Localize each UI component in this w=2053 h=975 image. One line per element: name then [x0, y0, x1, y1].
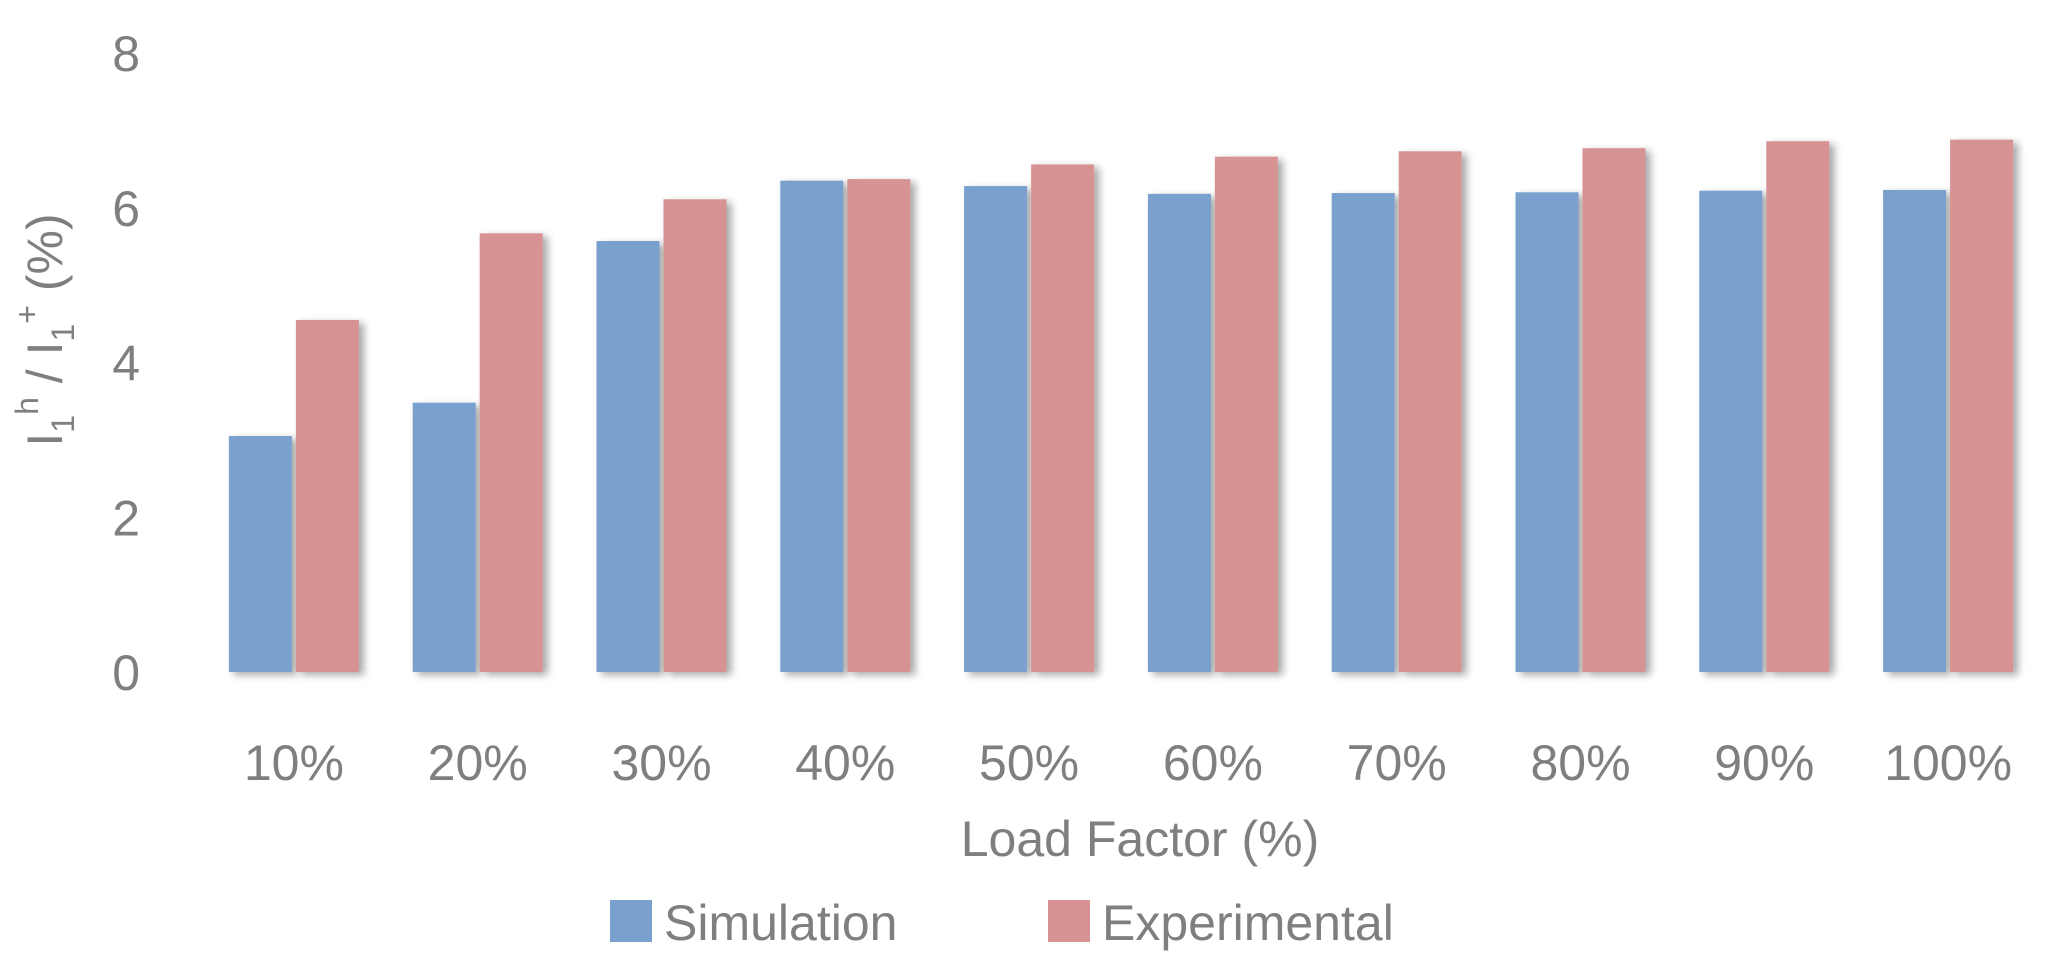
bar-experimental-10pct [295, 319, 359, 672]
bar-simulation-80pct [1515, 192, 1579, 672]
x-tick-label: 50% [979, 735, 1079, 791]
legend: Simulation Experimental [610, 895, 1394, 951]
bar-experimental-40pct [847, 179, 911, 672]
x-tick-label: 60% [1163, 735, 1263, 791]
legend-label-simulation: Simulation [664, 895, 897, 951]
x-tick-label: 80% [1530, 735, 1630, 791]
x-tick-label: 90% [1714, 735, 1814, 791]
x-axis-ticks: 10% 20% 30% 40% 50% 60% 70% 80% 90% 100% [244, 735, 2012, 791]
x-tick-label: 100% [1884, 735, 2012, 791]
bar-simulation-20pct [412, 402, 476, 672]
bar-simulation-60pct [1147, 193, 1211, 672]
bar-experimental-80pct [1582, 148, 1646, 672]
bar-experimental-100pct [1950, 139, 2014, 672]
x-tick-label: 70% [1347, 735, 1447, 791]
legend-swatch-experimental [1048, 900, 1090, 942]
x-tick-label: 10% [244, 735, 344, 791]
legend-item-simulation: Simulation [610, 895, 897, 951]
bar-experimental-50pct [1031, 164, 1095, 673]
bar-simulation-30pct [596, 241, 660, 673]
x-tick-label: 20% [428, 735, 528, 791]
bar-experimental-70pct [1398, 151, 1462, 673]
y-tick-label: 2 [112, 490, 140, 546]
y-axis-ticks: 0 2 4 6 8 [112, 26, 140, 701]
legend-item-experimental: Experimental [1048, 895, 1394, 951]
y-tick-label: 0 [112, 645, 140, 701]
y-tick-label: 6 [112, 181, 140, 237]
bar-simulation-10pct [228, 436, 292, 672]
bar-simulation-90pct [1699, 190, 1763, 673]
legend-swatch-simulation [610, 900, 652, 942]
bar-experimental-90pct [1766, 141, 1830, 672]
gridlines [202, 50, 2040, 675]
bar-simulation-50pct [964, 186, 1028, 672]
bar-experimental-20pct [479, 233, 543, 672]
x-tick-label: 40% [795, 735, 895, 791]
legend-label-experimental: Experimental [1102, 895, 1394, 951]
y-axis-label: I1h / I1+ (%) [9, 213, 81, 446]
x-axis-label: Load Factor (%) [961, 811, 1319, 867]
bar-experimental-60pct [1214, 156, 1278, 672]
bar-experimental-30pct [663, 199, 727, 672]
bar-simulation-40pct [780, 180, 844, 672]
bar-simulation-70pct [1331, 193, 1395, 672]
x-tick-label: 30% [611, 735, 711, 791]
y-tick-label: 8 [112, 26, 140, 82]
bar-simulation-100pct [1883, 189, 1947, 673]
bars [228, 139, 2014, 673]
y-tick-label: 4 [112, 336, 140, 392]
